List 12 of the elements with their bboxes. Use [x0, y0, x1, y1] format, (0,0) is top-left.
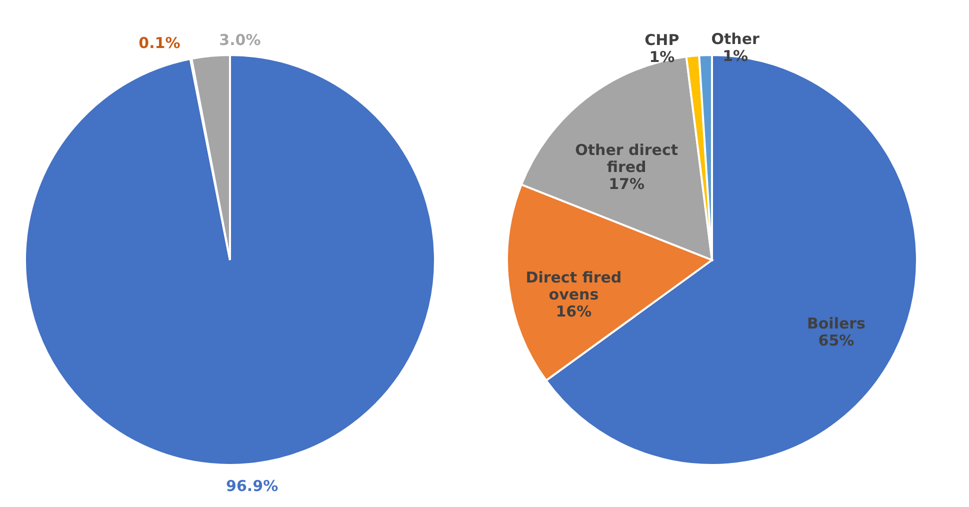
slice-label: Other direct fired — [575, 140, 678, 176]
data-label: 1% — [649, 48, 675, 66]
slice-label: Direct fired ovens — [526, 268, 622, 304]
data-label: 96.9% — [226, 476, 278, 495]
data-label: 3.0% — [219, 30, 261, 49]
data-label: 65% — [818, 331, 854, 350]
slice-label: CHP — [644, 30, 680, 49]
slice-label: Other — [711, 30, 760, 48]
slice-label: Boilers — [806, 314, 866, 332]
data-label: 16% — [556, 302, 592, 320]
data-label: 17% — [608, 174, 645, 193]
data-label: 0.1% — [138, 34, 180, 52]
